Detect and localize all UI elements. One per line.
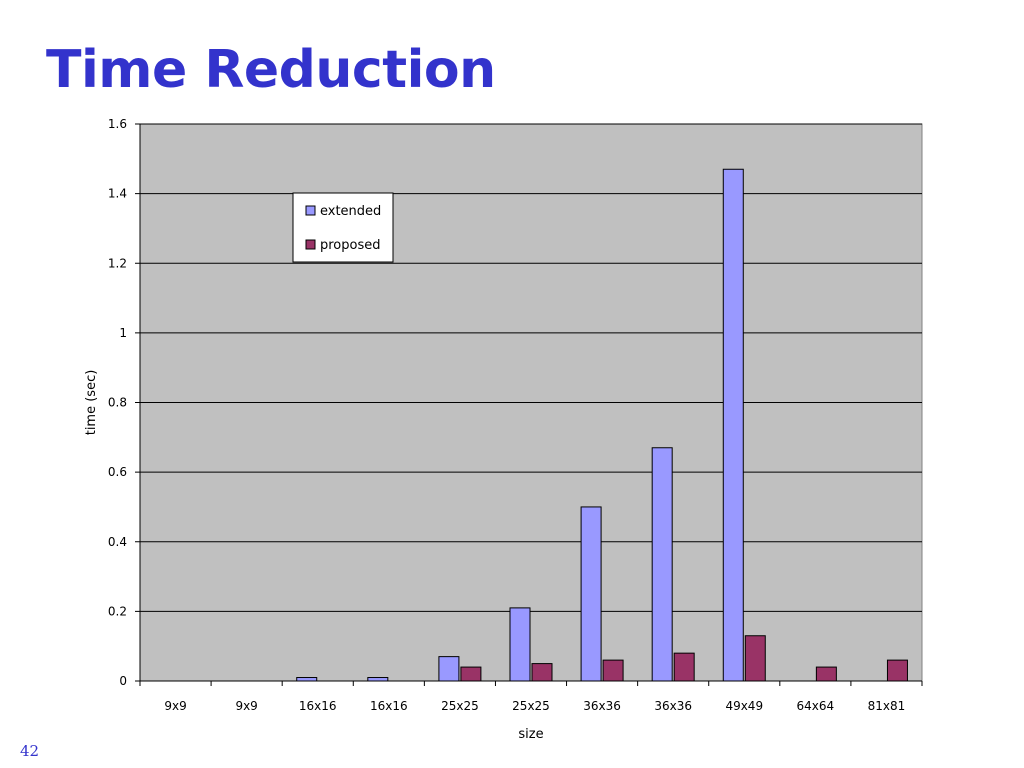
x-tick-label: 36x36 (654, 699, 692, 713)
bar-proposed-6 (531, 663, 553, 682)
y-tick-label: 1.6 (108, 117, 127, 131)
bar-proposed-7 (602, 659, 624, 682)
y-tick-label: 0 (119, 674, 127, 688)
bar-proposed-10 (815, 666, 837, 682)
legend-label-extended: extended (320, 204, 381, 219)
legend-box (292, 192, 394, 263)
bar-extended-5 (438, 656, 460, 682)
x-tick-label: 49x49 (725, 699, 763, 713)
bar-proposed-11 (886, 659, 908, 682)
x-tick-label: 25x25 (441, 699, 479, 713)
slide-title: Time Reduction (46, 40, 496, 100)
bar-proposed-5 (460, 666, 482, 682)
legend: extended proposed (292, 192, 394, 263)
bar-extended-8 (651, 447, 673, 682)
x-tick-label: 16x16 (370, 699, 408, 713)
y-tick-label: 1.2 (108, 256, 127, 270)
bar-proposed-9 (744, 635, 766, 682)
bar-extended-4 (367, 677, 389, 682)
bar-extended-6 (509, 607, 531, 682)
x-tick-labels: 9x9 9x9 16x16 16x16 25x25 25x25 36x36 36x36 49x4… (164, 699, 905, 713)
legend-label-proposed: proposed (320, 238, 381, 253)
gridlines (140, 123, 922, 612)
x-tick-label: 9x9 (164, 699, 186, 713)
bar-extended-7 (580, 506, 602, 682)
bar-extended-9 (722, 168, 744, 682)
x-tick-label: 9x9 (235, 699, 257, 713)
y-tick-label: 0.4 (108, 535, 127, 549)
axes (135, 123, 923, 686)
y-tick-label: 0.6 (108, 465, 127, 479)
page-number: 42 (20, 742, 40, 760)
y-axis-label: time (sec) (84, 370, 99, 436)
x-tick-label: 81x81 (868, 699, 906, 713)
bars (296, 168, 908, 682)
bar-extended-3 (296, 677, 318, 682)
legend-swatch-proposed (305, 239, 316, 250)
x-tick-label: 36x36 (583, 699, 621, 713)
y-tick-label: 1 (119, 326, 127, 340)
y-tick-label: 0.2 (108, 604, 127, 618)
legend-swatch-extended (305, 205, 316, 216)
y-tick-labels: 0 0.2 0.4 0.6 0.8 1 1.2 1.4 1.6 (108, 117, 127, 688)
x-tick-label: 25x25 (512, 699, 550, 713)
x-tick-label: 64x64 (797, 699, 835, 713)
x-axis-label: size (518, 727, 543, 742)
y-tick-label: 0.8 (108, 396, 127, 410)
bar-proposed-8 (673, 652, 695, 682)
y-tick-label: 1.4 (108, 187, 127, 201)
x-tick-label: 16x16 (299, 699, 337, 713)
